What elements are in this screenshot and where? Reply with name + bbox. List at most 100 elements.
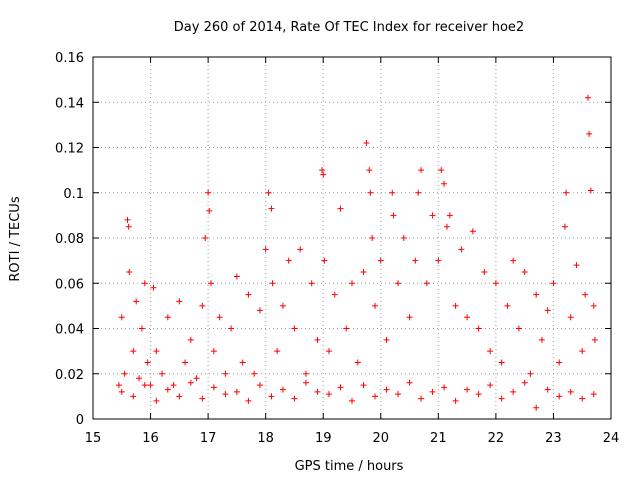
data-point [584, 94, 591, 101]
data-point [187, 379, 194, 386]
data-point [395, 391, 402, 398]
y-tick-label: 0.14 [55, 96, 84, 111]
data-point [268, 205, 275, 212]
data-point [567, 388, 574, 395]
data-point [164, 314, 171, 321]
y-tick-label: 0.08 [55, 232, 84, 247]
data-point [360, 382, 367, 389]
data-point [349, 397, 355, 404]
data-point [268, 393, 275, 400]
x-axis-label: GPS time / hours [295, 459, 404, 474]
axis-ticks: 15 16 17 18 19 20 21 22 23 24 0 0.02 0.04 0.06 0.08 0.1… [55, 51, 619, 446]
data-point [464, 386, 471, 393]
data-point [443, 223, 450, 230]
data-point [170, 382, 177, 389]
data-point [187, 336, 194, 343]
data-point [115, 382, 122, 389]
data-point [429, 388, 436, 395]
data-point [147, 382, 154, 389]
data-point [406, 379, 413, 386]
data-point [265, 189, 272, 196]
data-point [544, 307, 551, 314]
data-point [124, 216, 131, 223]
x-tick-label: 22 [488, 431, 505, 446]
data-point [222, 370, 229, 377]
data-point [285, 257, 292, 264]
data-point [153, 348, 160, 355]
data-point [464, 314, 471, 321]
data-point [176, 393, 183, 400]
data-point [438, 167, 445, 174]
data-point [153, 397, 160, 404]
data-point [321, 257, 328, 264]
data-point [325, 391, 332, 398]
x-tick-label: 20 [373, 431, 390, 446]
y-tick-label: 0 [76, 413, 84, 428]
y-tick-label: 0.1 [63, 187, 84, 202]
data-point [141, 382, 148, 389]
data-point [533, 404, 540, 411]
data-point [349, 280, 355, 287]
data-point [126, 268, 133, 275]
y-axis-label: ROTI / TECUs [8, 196, 23, 281]
data-point [308, 280, 315, 287]
data-points [115, 94, 598, 411]
data-point [133, 298, 140, 305]
data-point [435, 257, 442, 264]
data-point [590, 302, 597, 309]
data-point [395, 280, 402, 287]
data-point [504, 302, 511, 309]
data-point [510, 388, 517, 395]
data-point [367, 189, 374, 196]
data-point [475, 391, 482, 398]
data-point [383, 386, 390, 393]
data-point [533, 291, 540, 298]
data-point [418, 395, 425, 402]
data-point [487, 382, 494, 389]
data-point [418, 167, 425, 174]
data-point [527, 370, 534, 377]
data-point [199, 395, 206, 402]
data-point [279, 386, 286, 393]
data-point [590, 391, 597, 398]
data-point [369, 235, 376, 241]
data-point [302, 379, 309, 386]
data-point [206, 207, 213, 214]
data-point [239, 359, 246, 366]
data-point [210, 384, 217, 391]
data-point [343, 325, 350, 332]
y-tick-label: 0.16 [55, 51, 84, 66]
data-point [563, 189, 570, 196]
data-point [498, 395, 505, 402]
data-point [354, 359, 361, 366]
data-point [415, 189, 422, 196]
data-point [164, 386, 171, 393]
data-point [573, 262, 580, 269]
data-point [118, 314, 125, 321]
data-point [567, 314, 574, 321]
data-point [245, 291, 252, 298]
data-point [121, 370, 128, 377]
data-point [245, 397, 252, 404]
data-point [233, 388, 240, 395]
data-point [412, 257, 419, 264]
data-point [429, 212, 436, 219]
plot-frame [92, 56, 612, 420]
data-point [441, 384, 448, 391]
x-tick-label: 23 [545, 431, 562, 446]
data-point [216, 314, 223, 321]
data-point [510, 257, 517, 264]
data-point [377, 257, 384, 264]
data-point [582, 291, 589, 298]
x-tick-label: 21 [430, 431, 447, 446]
data-point [372, 393, 379, 400]
data-point [383, 336, 390, 343]
chart-title: Day 260 of 2014, Rate Of TEC Index for r… [174, 20, 524, 35]
data-point [521, 268, 528, 275]
data-point [441, 180, 448, 187]
data-point [475, 325, 482, 332]
x-tick-label: 24 [603, 431, 620, 446]
data-point [389, 189, 396, 196]
data-point [556, 393, 563, 400]
